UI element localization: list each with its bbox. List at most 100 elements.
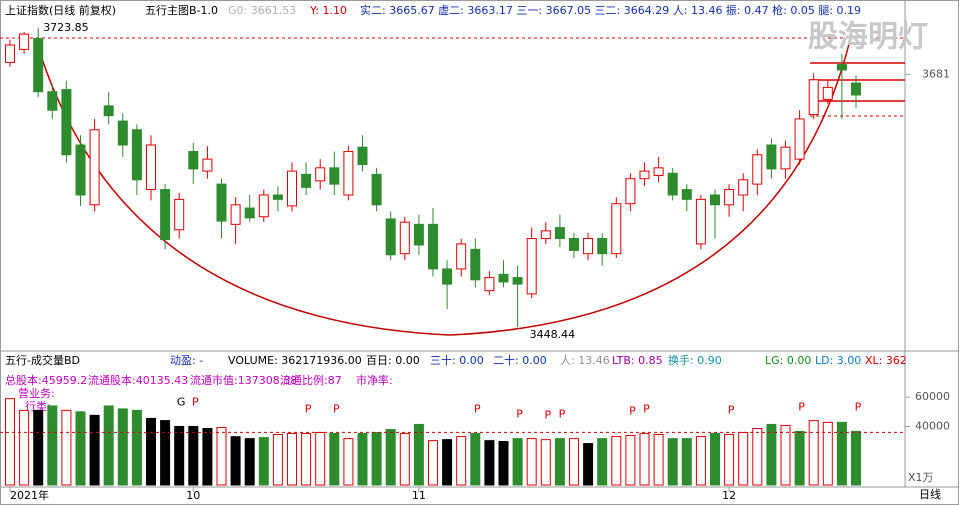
volume-bar [780,424,791,486]
candle-body [780,146,791,170]
volume-bar [5,398,15,486]
volume-bar [174,425,185,486]
volume-bar [540,439,551,486]
volume-bar [216,426,227,486]
x-tick-label: 10 [186,489,200,502]
candle-body [498,273,509,283]
candle-body [174,198,185,231]
volume-bar [258,437,269,486]
candle-body [75,144,86,196]
volume-bar [385,429,396,486]
signal-label: P [559,408,566,421]
volume-bar [639,432,650,486]
volume-bar [89,414,100,486]
indicator-info: 三十: 0.00 [430,353,484,367]
candle-body [315,167,326,182]
indicator-info: 换手: 0.90 [668,353,722,367]
cup-arc [35,39,851,336]
indicator-info: LG: 0.00 [765,354,811,367]
volume-bar [794,430,805,486]
unit-label: X1万 [908,471,934,484]
candle-body [512,277,523,285]
volume-bar [357,432,368,486]
volume-bar [47,405,58,486]
candle-body [5,44,15,63]
candle-body [470,248,481,281]
volume-bar [301,432,312,486]
volume-bar [343,438,354,486]
volume-bar [287,432,297,486]
volume-bar [329,432,340,486]
candle-body [89,129,100,206]
volume-bar [413,423,424,486]
signal-label: P [305,402,312,415]
volume-bar [681,438,692,486]
candle-body [244,207,255,219]
volume-bar [315,431,326,486]
volume-bar [456,436,467,486]
candle-body [583,237,594,255]
fundamental-info: 流通比例:87 [280,373,342,387]
indicator-info: 人: 13.46 [560,354,610,367]
volume-bar [371,431,382,486]
candle-body [103,105,114,117]
candle-body [540,230,551,239]
fundamental-info: 营业务: [18,386,55,400]
candle-body [667,172,678,196]
volume-bar [766,423,777,486]
x-tick-label: 11 [412,489,426,502]
candle-body [724,189,735,206]
candle-body [33,37,44,93]
candle-body [526,237,537,295]
candle-body [428,223,438,270]
volume-bar [188,425,199,486]
candle-body [484,277,495,292]
indicator-info: 二十: 0.00 [493,353,547,367]
fundamental-info: 市净率: [356,373,393,387]
candle-body [752,154,763,185]
candle-body [710,194,720,206]
volume-bar [19,409,30,486]
signal-label: P [192,395,199,408]
volume-bar [836,421,847,486]
volume-bar [498,441,509,486]
candle-body [61,89,72,156]
x-tick-label: 2021年 [10,488,49,502]
volume-bar [526,438,537,486]
signal-label: P [333,402,340,415]
candle-body [653,167,664,176]
volume-bar [808,420,819,486]
period-label: 日线 [919,487,941,501]
indicator-info: VOLUME: 362171936.00 [228,354,362,367]
volume-bar [75,411,86,486]
candle-body [357,146,368,166]
candle-body [639,170,650,180]
signal-label: P [474,402,481,415]
volume-bar [738,431,749,486]
candle-body [597,237,608,255]
indicator-info: 动盈: - [170,354,203,367]
candle-body [343,151,354,196]
indicator-info: G0: 3661.53 [228,4,296,17]
candle-body [188,151,199,170]
y-tick-label: 3681 [922,67,950,80]
volume-bar [625,435,636,486]
fundamental-info: 行类: [25,399,51,413]
volume-bar [103,405,114,486]
candle-body [611,203,622,255]
volume-bar [160,420,171,486]
volume-bar [428,440,438,486]
indicator-info: 实二: 3665.67 虚二: 3663.17 三一: 3667.05 三二: … [360,3,861,17]
candle-body [681,189,692,200]
candle-body [47,91,58,111]
candle-body [301,173,312,188]
signal-label: P [855,400,862,413]
panel-title: 五行-成交量BD [5,353,80,367]
volume-bar [131,409,142,486]
signal-label: P [544,409,551,422]
candle-body [738,179,749,196]
signal-label: G [177,395,186,408]
candle-body [766,144,777,170]
candle-body [160,189,171,241]
